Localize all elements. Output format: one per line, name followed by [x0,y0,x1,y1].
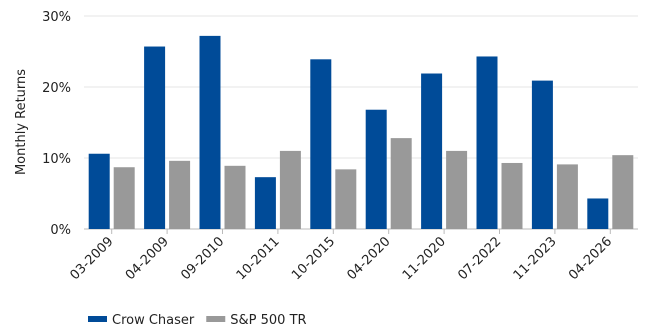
x-tick-label: 04-2026 [566,234,615,283]
bar-sp500-tr [335,169,357,229]
y-tick-label: 30% [42,10,71,25]
bars [88,35,634,230]
bar-sp500-tr [556,164,578,229]
bar-sp500-tr [501,162,523,229]
bar-sp500-tr [113,167,135,229]
x-tick-label: 09-2010 [178,234,227,283]
bar-crow-chaser [587,198,609,229]
x-tick-label: 10-2011 [234,234,283,283]
y-axis: 0% 10% 20% 30% [42,10,71,238]
legend-label: S&P 500 TR [230,313,306,328]
x-tick-label: 04-2020 [345,234,394,283]
bar-sp500-tr [390,138,412,229]
x-tick-label: 07-2022 [455,234,504,283]
gridlines [84,15,638,230]
bar-crow-chaser [88,153,110,229]
bar-sp500-tr [612,155,634,229]
x-tick-label: 04-2009 [123,234,172,283]
legend: Crow Chaser S&P 500 TR [88,313,307,328]
bar-sp500-tr [169,160,191,229]
bar-sp500-tr [446,150,468,229]
y-tick-label: 10% [42,152,71,167]
bar-crow-chaser [254,177,276,229]
bar-sp500-tr [224,165,246,229]
x-tick-label: 03-2009 [68,234,117,283]
legend-label: Crow Chaser [112,313,195,328]
bar-crow-chaser [144,46,166,229]
y-tick-label: 20% [42,81,71,96]
bar-crow-chaser [531,80,553,229]
y-tick-label: 0% [50,223,71,238]
x-tick-label: 10-2015 [289,234,338,283]
bar-crow-chaser [476,56,498,229]
legend-swatch [206,316,226,322]
legend-swatch [88,316,107,322]
bar-crow-chaser [421,73,443,229]
bar-sp500-tr [279,150,301,229]
x-axis: 03-2009 04-2009 09-2010 10-2011 10-2015 04-20… [68,229,615,283]
bar-crow-chaser [199,35,221,229]
bar-crow-chaser [365,109,387,229]
x-tick-label: 11-2023 [511,234,560,283]
y-axis-label: Monthly Returns [14,69,29,175]
x-tick-label: 11-2020 [400,234,449,283]
bar-crow-chaser [310,59,332,230]
